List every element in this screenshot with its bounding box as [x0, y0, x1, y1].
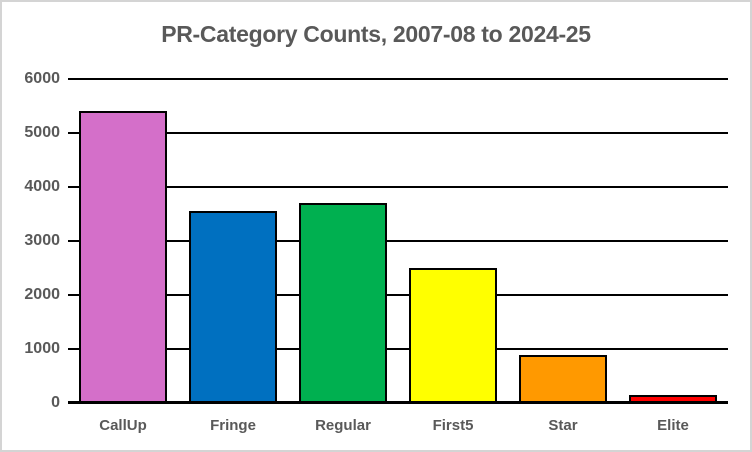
- x-category-label-fringe: Fringe: [210, 417, 256, 434]
- x-category-label-regular: Regular: [315, 417, 371, 434]
- bar-first5: [409, 268, 497, 403]
- x-category-label-callup: CallUp: [99, 417, 147, 434]
- x-category-label-first5: First5: [432, 417, 474, 434]
- y-tick-label-1000: 1000: [24, 340, 60, 357]
- y-tick-label-6000: 6000: [24, 70, 60, 87]
- y-tick-label-3000: 3000: [24, 232, 60, 249]
- gridline-1000: [68, 348, 728, 350]
- chart-title: PR-Category Counts, 2007-08 to 2024-25: [161, 21, 591, 47]
- y-tick-label-4000: 4000: [24, 178, 60, 195]
- bar-fringe: [189, 211, 277, 403]
- y-tick-label-2000: 2000: [24, 286, 60, 303]
- x-category-label-star: Star: [548, 417, 578, 434]
- y-tick-label-0: 0: [51, 394, 60, 411]
- gridline-3000: [68, 240, 728, 242]
- bar-regular: [299, 203, 387, 403]
- x-axis-line: [68, 401, 728, 404]
- gridline-6000: [68, 78, 728, 80]
- bar-elite: [629, 394, 717, 403]
- gridline-5000: [68, 132, 728, 134]
- x-category-label-elite: Elite: [657, 417, 689, 434]
- bar-callup: [79, 111, 167, 403]
- bars-layer: [68, 79, 728, 403]
- plot-area: [68, 78, 728, 404]
- y-tick-label-5000: 5000: [24, 124, 60, 141]
- gridline-4000: [68, 186, 728, 188]
- bar-star: [519, 355, 607, 403]
- gridline-2000: [68, 294, 728, 296]
